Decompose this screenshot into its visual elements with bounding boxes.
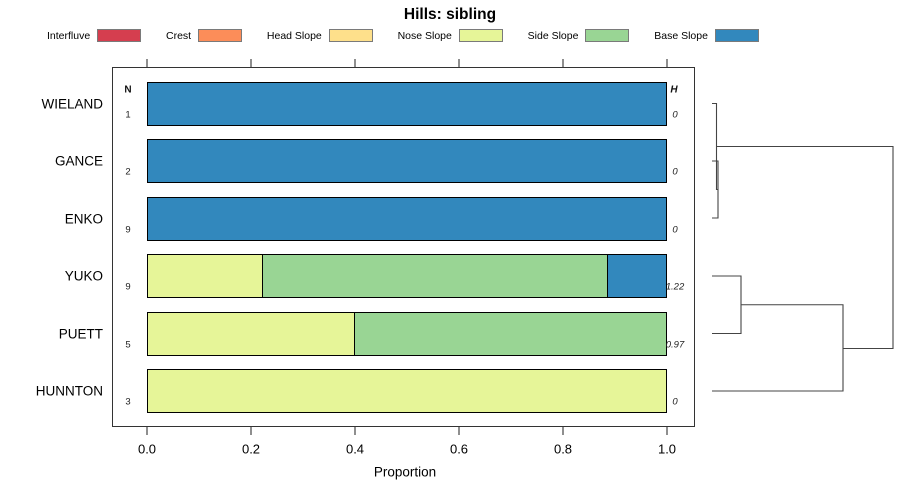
legend-item: Crest	[166, 29, 243, 42]
legend-item: Interfluve	[47, 29, 142, 42]
legend: Interfluve Crest Head Slope Nose Slope Side …	[47, 27, 759, 44]
legend-label: Head Slope	[266, 29, 322, 42]
n-value: 2	[125, 166, 131, 178]
row-label: WIELAND	[41, 96, 103, 111]
legend-label: Nose Slope	[397, 29, 452, 42]
row-label: GANCE	[54, 153, 103, 169]
row-label: PUETT	[58, 326, 103, 341]
bar-segment	[355, 312, 666, 355]
h-value: 0	[672, 166, 678, 178]
x-tick-label: 0.2	[241, 441, 261, 457]
n-value: 9	[125, 281, 131, 293]
legend-swatch	[198, 29, 243, 42]
bar-row	[147, 81, 667, 126]
bar-segment	[148, 370, 666, 412]
x-tick-label: 0.6	[449, 441, 469, 457]
x-tick-label: 0.0	[137, 441, 157, 457]
h-value: 0	[672, 396, 678, 408]
bar-row	[147, 311, 667, 356]
bar-segment	[262, 255, 609, 297]
bar-segment	[148, 312, 356, 355]
h-value: 0	[672, 109, 678, 120]
legend-item: Side Slope	[528, 29, 630, 42]
h-value: 0.97	[665, 339, 685, 350]
bar-row	[147, 369, 667, 413]
legend-item: Head Slope	[267, 29, 373, 42]
legend-swatch	[328, 29, 373, 42]
bar-segment	[148, 255, 263, 297]
bar-row	[147, 139, 667, 183]
n-column-header: N	[124, 84, 132, 96]
plot-border	[112, 67, 695, 427]
n-value: 9	[125, 224, 131, 235]
legend-swatch	[97, 29, 142, 42]
bar-segment	[148, 197, 666, 240]
bar-segment	[148, 140, 666, 182]
bar-row	[147, 196, 667, 241]
chart-title: Hills: sibling	[403, 6, 497, 23]
h-value: 0	[672, 224, 678, 235]
h-column-header: H	[670, 84, 678, 96]
n-value: 3	[125, 396, 131, 408]
row-label: ENKO	[64, 211, 103, 226]
n-value: 1	[125, 109, 131, 120]
legend-item: Nose Slope	[398, 29, 503, 42]
legend-label: Base Slope	[654, 29, 708, 42]
legend-swatch	[458, 29, 503, 42]
bar-segment	[148, 82, 666, 125]
bar-segment	[608, 255, 666, 297]
x-tick-label: 0.8	[553, 441, 573, 457]
legend-label: Side Slope	[527, 29, 579, 42]
legend-swatch	[585, 29, 630, 42]
h-value: 1.22	[665, 281, 685, 293]
legend-swatch	[714, 29, 759, 42]
bar-row	[147, 254, 667, 298]
x-tick-label: 1.0	[657, 441, 677, 457]
legend-label: Crest	[166, 29, 192, 42]
legend-label: Interfluve	[47, 29, 91, 42]
x-tick-label: 0.4	[345, 441, 365, 457]
legend-item: Base Slope	[654, 29, 759, 42]
row-label: YUKO	[64, 268, 103, 284]
row-label: HUNNTON	[35, 383, 103, 399]
x-axis-title: Proportion	[373, 464, 437, 480]
n-value: 5	[125, 339, 131, 350]
